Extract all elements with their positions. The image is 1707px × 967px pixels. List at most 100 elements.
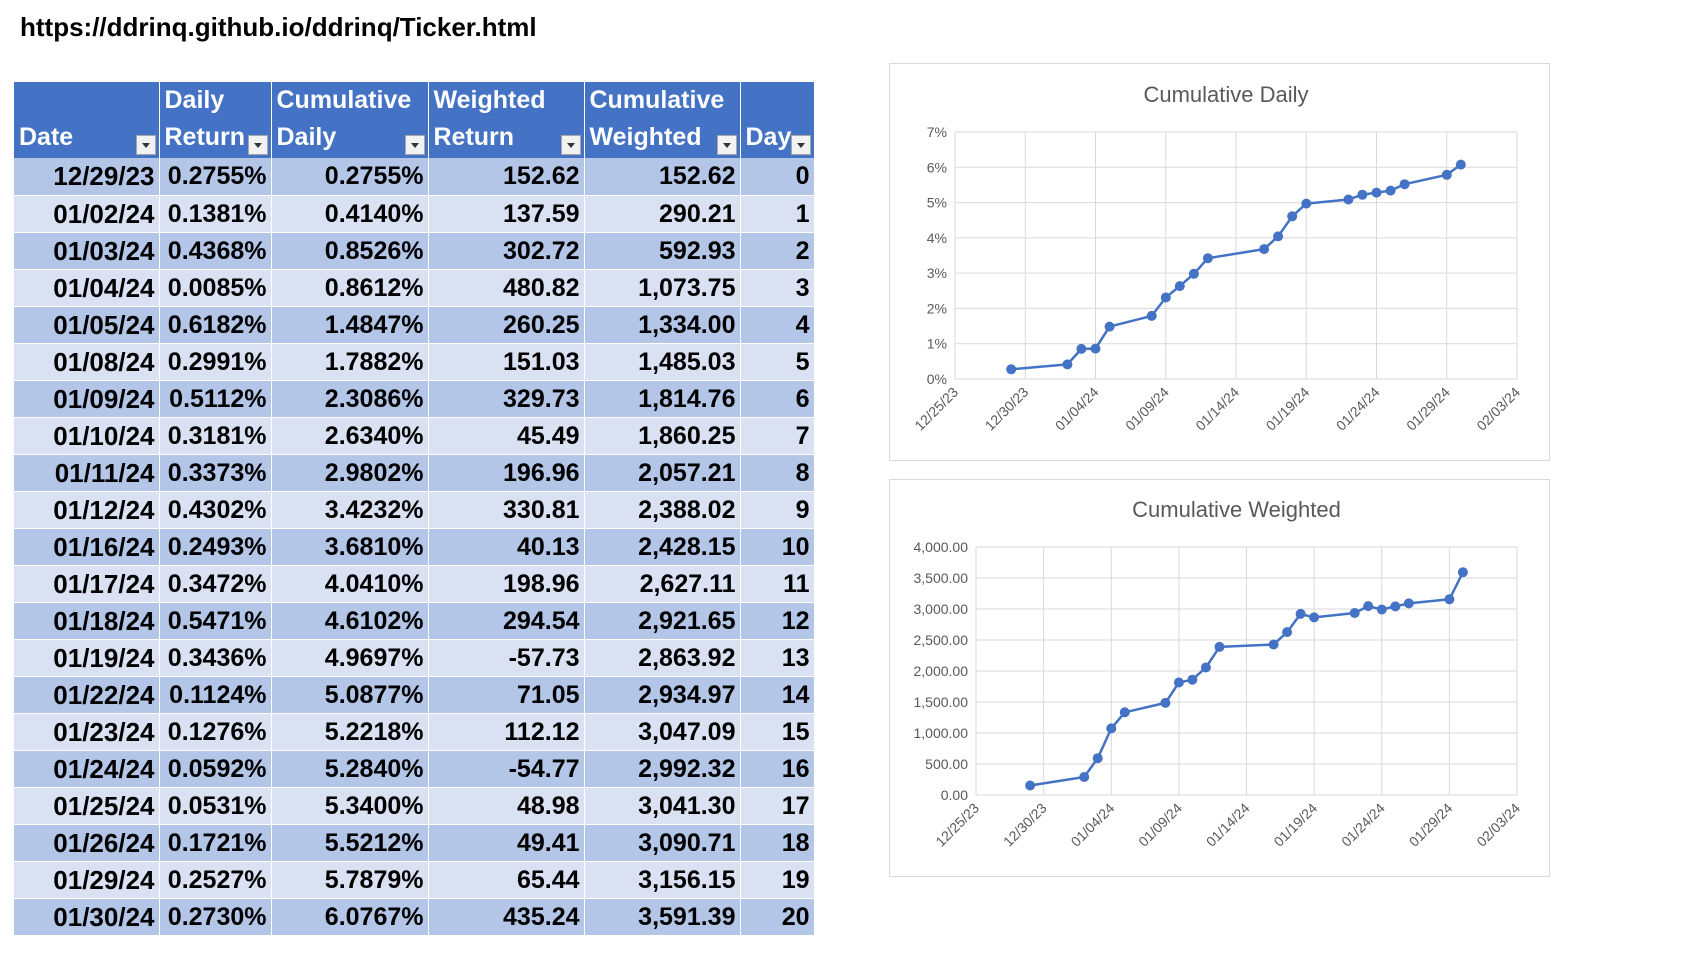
cell-day[interactable]: 20 <box>740 898 815 936</box>
cell-day[interactable]: 1 <box>740 195 815 233</box>
cell-weighted-return[interactable]: 435.24 <box>428 898 585 936</box>
cell-weighted-return[interactable]: 137.59 <box>428 195 585 233</box>
cell-cumulative-daily[interactable]: 2.6340% <box>271 417 429 455</box>
cell-day[interactable]: 19 <box>740 861 815 899</box>
cell-cumulative-weighted[interactable]: 2,992.32 <box>584 750 741 788</box>
cell-cumulative-weighted[interactable]: 1,860.25 <box>584 417 741 455</box>
cell-cumulative-daily[interactable]: 2.9802% <box>271 454 429 492</box>
cell-weighted-return[interactable]: -54.77 <box>428 750 585 788</box>
cell-daily-return[interactable]: 0.3472% <box>159 565 272 603</box>
cell-cumulative-daily[interactable]: 3.6810% <box>271 528 429 566</box>
cell-day[interactable]: 10 <box>740 528 815 566</box>
cell-daily-return[interactable]: 0.2493% <box>159 528 272 566</box>
cell-cumulative-daily[interactable]: 5.2218% <box>271 713 429 751</box>
cell-date[interactable]: 01/23/24 <box>14 713 160 751</box>
cell-date[interactable]: 01/09/24 <box>14 380 160 418</box>
cell-daily-return[interactable]: 0.4368% <box>159 232 272 270</box>
cell-day[interactable]: 2 <box>740 232 815 270</box>
cell-daily-return[interactable]: 0.2755% <box>159 158 272 196</box>
cell-cumulative-daily[interactable]: 5.5212% <box>271 824 429 862</box>
cell-cumulative-weighted[interactable]: 1,334.00 <box>584 306 741 344</box>
cell-weighted-return[interactable]: 152.62 <box>428 158 585 196</box>
cell-day[interactable]: 15 <box>740 713 815 751</box>
cell-weighted-return[interactable]: 45.49 <box>428 417 585 455</box>
cell-day[interactable]: 3 <box>740 269 815 307</box>
cell-cumulative-weighted[interactable]: 2,863.92 <box>584 639 741 677</box>
cell-weighted-return[interactable]: 302.72 <box>428 232 585 270</box>
cell-day[interactable]: 0 <box>740 158 815 196</box>
cell-cumulative-weighted[interactable]: 1,485.03 <box>584 343 741 381</box>
cell-daily-return[interactable]: 0.0592% <box>159 750 272 788</box>
cell-daily-return[interactable]: 0.6182% <box>159 306 272 344</box>
filter-dropdown-icon[interactable] <box>790 135 811 155</box>
cell-day[interactable]: 12 <box>740 602 815 640</box>
cell-date[interactable]: 01/02/24 <box>14 195 160 233</box>
cell-daily-return[interactable]: 0.0085% <box>159 269 272 307</box>
cell-date[interactable]: 01/03/24 <box>14 232 160 270</box>
filter-dropdown-icon[interactable] <box>560 135 581 155</box>
cell-cumulative-daily[interactable]: 5.7879% <box>271 861 429 899</box>
cell-cumulative-daily[interactable]: 0.4140% <box>271 195 429 233</box>
cell-daily-return[interactable]: 0.1124% <box>159 676 272 714</box>
cell-cumulative-weighted[interactable]: 2,934.97 <box>584 676 741 714</box>
cell-cumulative-weighted[interactable]: 3,156.15 <box>584 861 741 899</box>
cell-day[interactable]: 8 <box>740 454 815 492</box>
cell-weighted-return[interactable]: 151.03 <box>428 343 585 381</box>
cell-date[interactable]: 01/05/24 <box>14 306 160 344</box>
cell-date[interactable]: 12/29/23 <box>14 158 160 196</box>
cell-weighted-return[interactable]: 260.25 <box>428 306 585 344</box>
cell-daily-return[interactable]: 0.3373% <box>159 454 272 492</box>
cell-day[interactable]: 14 <box>740 676 815 714</box>
cell-weighted-return[interactable]: 48.98 <box>428 787 585 825</box>
cell-weighted-return[interactable]: 71.05 <box>428 676 585 714</box>
cell-date[interactable]: 01/04/24 <box>14 269 160 307</box>
cell-cumulative-daily[interactable]: 1.4847% <box>271 306 429 344</box>
cell-date[interactable]: 01/08/24 <box>14 343 160 381</box>
cell-daily-return[interactable]: 0.2730% <box>159 898 272 936</box>
cell-daily-return[interactable]: 0.0531% <box>159 787 272 825</box>
cell-date[interactable]: 01/10/24 <box>14 417 160 455</box>
cell-day[interactable]: 13 <box>740 639 815 677</box>
cell-cumulative-weighted[interactable]: 2,921.65 <box>584 602 741 640</box>
filter-dropdown-icon[interactable] <box>135 135 156 155</box>
cell-date[interactable]: 01/19/24 <box>14 639 160 677</box>
cell-cumulative-weighted[interactable]: 152.62 <box>584 158 741 196</box>
cell-cumulative-weighted[interactable]: 3,041.30 <box>584 787 741 825</box>
cell-daily-return[interactable]: 0.4302% <box>159 491 272 529</box>
cell-weighted-return[interactable]: 196.96 <box>428 454 585 492</box>
cell-weighted-return[interactable]: -57.73 <box>428 639 585 677</box>
cell-day[interactable]: 6 <box>740 380 815 418</box>
cell-weighted-return[interactable]: 65.44 <box>428 861 585 899</box>
cell-cumulative-daily[interactable]: 2.3086% <box>271 380 429 418</box>
cell-cumulative-daily[interactable]: 0.8612% <box>271 269 429 307</box>
cell-day[interactable]: 17 <box>740 787 815 825</box>
cell-day[interactable]: 5 <box>740 343 815 381</box>
cell-cumulative-daily[interactable]: 5.0877% <box>271 676 429 714</box>
cell-date[interactable]: 01/16/24 <box>14 528 160 566</box>
filter-dropdown-icon[interactable] <box>247 135 268 155</box>
cell-date[interactable]: 01/25/24 <box>14 787 160 825</box>
cell-weighted-return[interactable]: 40.13 <box>428 528 585 566</box>
cell-date[interactable]: 01/29/24 <box>14 861 160 899</box>
cell-weighted-return[interactable]: 112.12 <box>428 713 585 751</box>
filter-dropdown-icon[interactable] <box>404 135 425 155</box>
cell-date[interactable]: 01/18/24 <box>14 602 160 640</box>
cell-cumulative-daily[interactable]: 4.6102% <box>271 602 429 640</box>
cell-daily-return[interactable]: 0.1381% <box>159 195 272 233</box>
cell-cumulative-daily[interactable]: 4.0410% <box>271 565 429 603</box>
cell-day[interactable]: 7 <box>740 417 815 455</box>
cell-cumulative-daily[interactable]: 1.7882% <box>271 343 429 381</box>
cell-daily-return[interactable]: 0.5112% <box>159 380 272 418</box>
cell-cumulative-daily[interactable]: 6.0767% <box>271 898 429 936</box>
cell-cumulative-weighted[interactable]: 2,388.02 <box>584 491 741 529</box>
cell-date[interactable]: 01/12/24 <box>14 491 160 529</box>
cell-weighted-return[interactable]: 329.73 <box>428 380 585 418</box>
cell-date[interactable]: 01/17/24 <box>14 565 160 603</box>
cell-daily-return[interactable]: 0.1276% <box>159 713 272 751</box>
cell-day[interactable]: 4 <box>740 306 815 344</box>
cell-cumulative-weighted[interactable]: 3,090.71 <box>584 824 741 862</box>
cell-date[interactable]: 01/22/24 <box>14 676 160 714</box>
cell-daily-return[interactable]: 0.3181% <box>159 417 272 455</box>
cell-weighted-return[interactable]: 480.82 <box>428 269 585 307</box>
cell-cumulative-daily[interactable]: 0.2755% <box>271 158 429 196</box>
